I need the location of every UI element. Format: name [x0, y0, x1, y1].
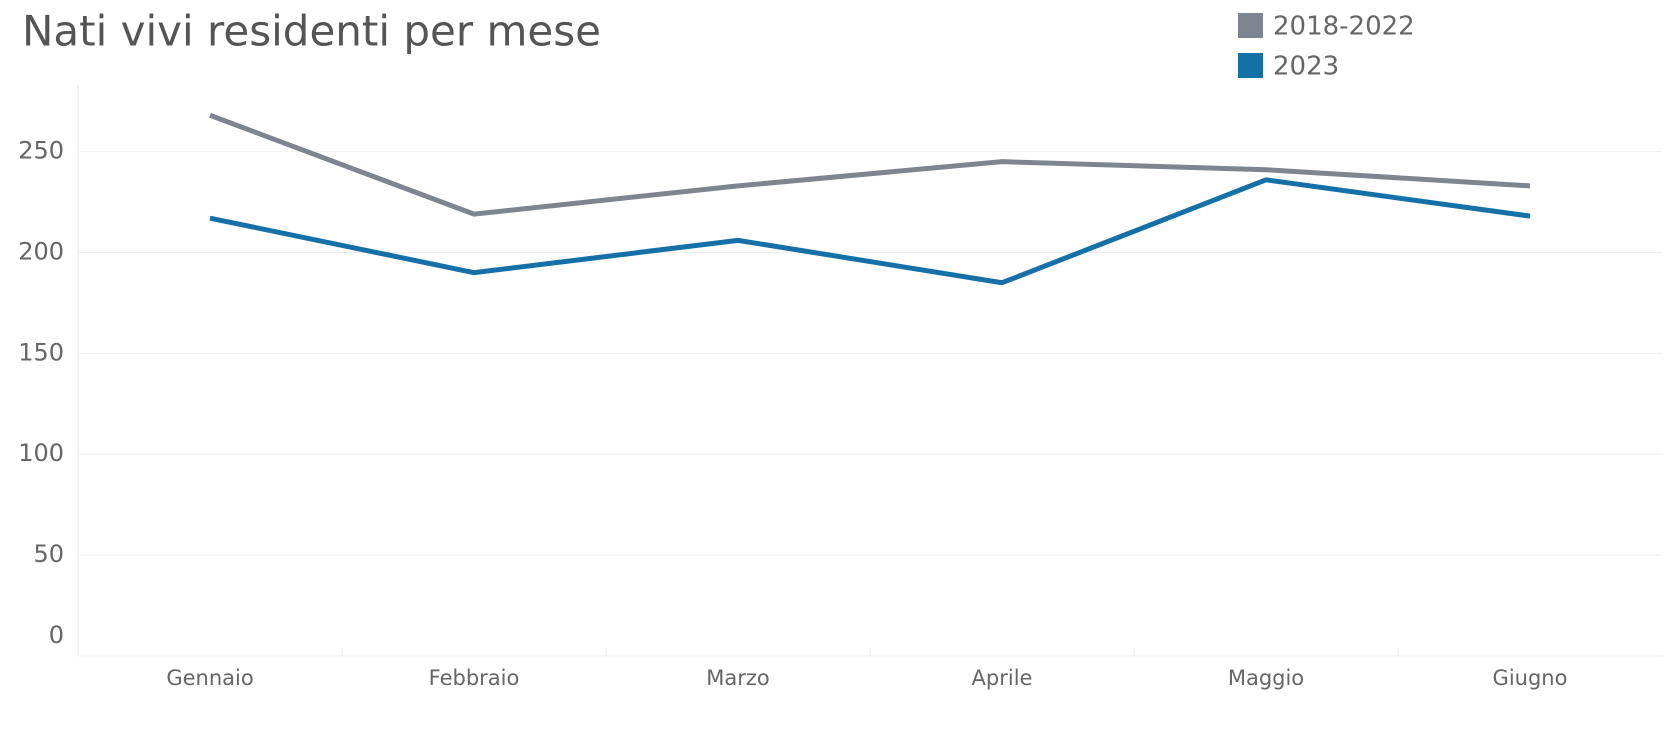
x-tick-label: Aprile	[972, 666, 1033, 690]
y-tick-label: 0	[49, 621, 64, 649]
legend-swatch	[1238, 13, 1263, 38]
series-line	[209, 177, 1531, 286]
chart-title: Nati vivi residenti per mese	[22, 7, 601, 56]
x-tick-label: Maggio	[1228, 666, 1304, 690]
y-tick-label: 250	[18, 137, 64, 165]
x-tick-label: Marzo	[706, 666, 770, 690]
legend-label: 2018-2022	[1273, 12, 1415, 42]
legend-label: 2023	[1273, 52, 1339, 82]
series-line	[209, 112, 1531, 217]
x-tick-label: Giugno	[1493, 666, 1568, 690]
x-tick-label: Gennaio	[166, 666, 253, 690]
y-tick-label: 200	[18, 237, 64, 265]
legend-swatch	[1238, 53, 1263, 78]
y-tick-label: 50	[33, 540, 64, 568]
y-tick-label: 150	[18, 338, 64, 366]
x-tick-label: Febbraio	[429, 666, 520, 690]
y-tick-label: 100	[18, 439, 64, 467]
